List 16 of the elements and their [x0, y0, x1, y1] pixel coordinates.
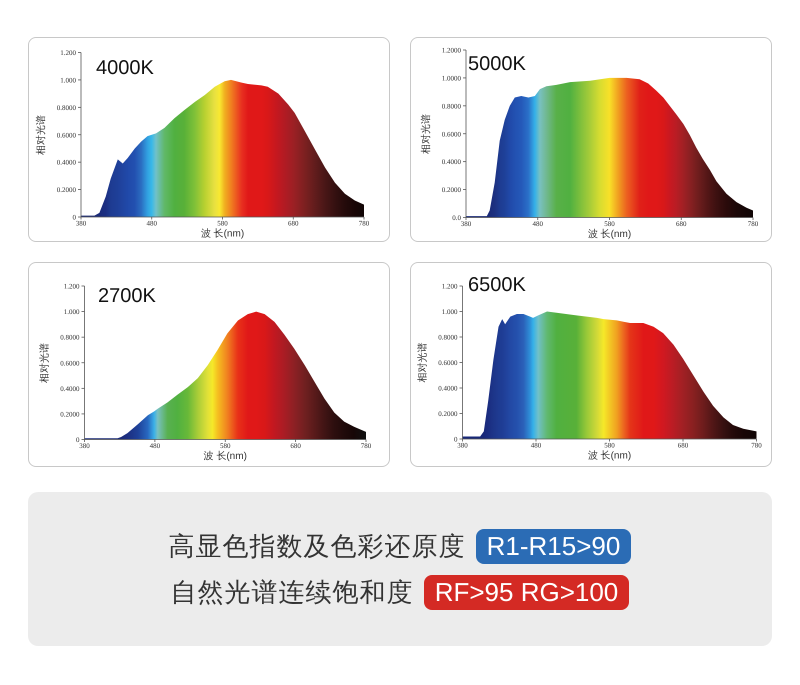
note-text: 自然光谱连续饱和度 [170, 576, 414, 608]
y-axis-title: 相对光谱 [40, 342, 50, 383]
x-axis-title: 波 长(nm) [588, 229, 632, 240]
title: 6500K [468, 274, 526, 296]
badge-text: RF>95 RG>100 [424, 574, 630, 610]
x-axis-title: 波 长(nm) [588, 450, 632, 462]
x-axis-title: 波 长(nm) [204, 451, 247, 462]
title: 2700K [98, 285, 156, 307]
y-axis-title: 相对光谱 [418, 342, 428, 382]
x-axis-title: 波 长(nm) [200, 228, 244, 240]
badge-text: R1-R15>90 [476, 528, 632, 564]
note-text: 高显色指数及色彩还原度 [168, 530, 466, 562]
y-axis-title: 相对光谱 [421, 114, 432, 154]
title: 4000K [96, 57, 154, 79]
y-axis-title: 相对光谱 [36, 114, 47, 155]
title: 5000K [468, 53, 526, 75]
